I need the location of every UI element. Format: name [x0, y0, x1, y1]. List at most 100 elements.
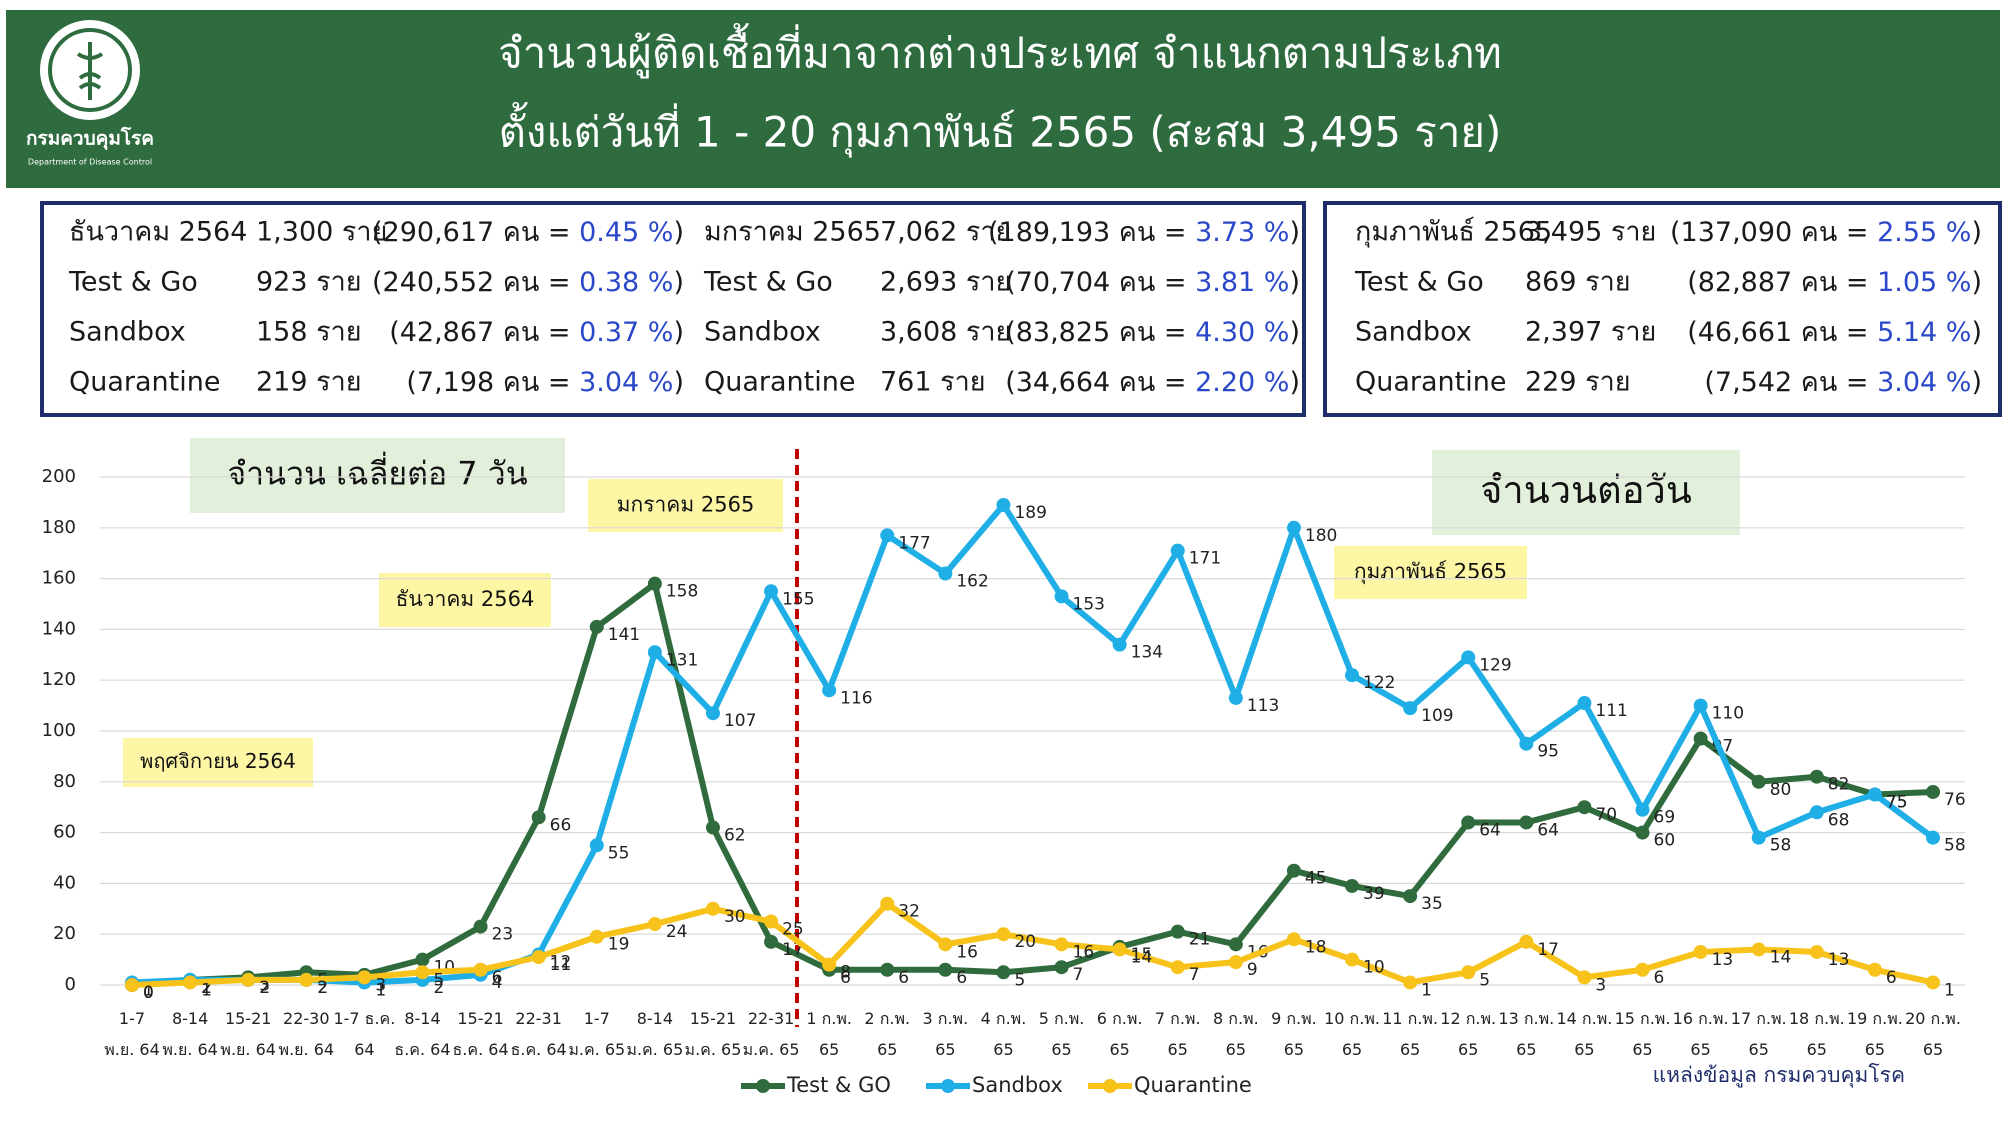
data-label: 5: [433, 970, 444, 990]
summary-cases: 158 ราย: [256, 317, 362, 348]
point: [1345, 952, 1360, 967]
point: [415, 965, 430, 980]
logo-ring: [48, 28, 132, 112]
data-label: 70: [1595, 805, 1617, 825]
point: [1926, 975, 1940, 990]
data-label: 19: [608, 935, 630, 955]
data-label: 25: [782, 920, 804, 940]
y-tick-label: 120: [42, 669, 76, 690]
data-label: 189: [1014, 503, 1046, 523]
point: [880, 528, 895, 543]
point: [1693, 731, 1708, 746]
point: [1286, 932, 1301, 947]
data-label: 16: [1073, 942, 1095, 962]
data-label: 76: [1944, 790, 1966, 810]
y-tick-label: 140: [42, 618, 76, 639]
chart: จำนวน เฉลี่ยต่อ 7 วัน จำนวนต่อวันพฤศจิกาย…: [42, 438, 1966, 1097]
point: [1403, 975, 1418, 990]
data-label: 2: [201, 978, 212, 998]
data-label: 134: [1131, 643, 1163, 663]
data-label: 177: [898, 533, 930, 553]
data-label: 129: [1479, 655, 1511, 675]
data-label: 155: [782, 589, 814, 609]
point: [764, 584, 779, 599]
summary-cases: 761 ราย: [880, 367, 986, 398]
y-tick-label: 60: [53, 822, 76, 843]
summary-label: กุมภาพันธ์ 2565: [1355, 216, 1552, 249]
x-tick-label: 15 ก.พ. 65: [1615, 1009, 1671, 1059]
point: [589, 619, 604, 634]
y-tick-label: 200: [42, 466, 76, 487]
point: [1867, 962, 1882, 977]
x-tick-label: 7 ก.พ. 65: [1155, 1009, 1201, 1059]
point: [1461, 965, 1476, 980]
point: [938, 962, 953, 977]
summary-cases: 3,495 ราย: [1525, 217, 1656, 248]
point: [705, 820, 720, 835]
data-label: 1: [143, 980, 154, 1000]
data-label: 2: [433, 978, 444, 998]
data-label: 21: [1189, 930, 1211, 950]
summary-rate: 3.81 %: [1195, 267, 1289, 298]
summary-end: ): [1289, 217, 1300, 248]
summary-people: (83,825 คน =: [1005, 317, 1195, 348]
summary-rate: 3.73 %: [1195, 217, 1289, 248]
annotation: กุมภาพันธ์ 2565: [1354, 560, 1507, 585]
data-label: 35: [1421, 894, 1443, 914]
point: [589, 929, 604, 944]
data-label: 66: [550, 815, 572, 835]
point: [531, 810, 546, 825]
summary-box: [1323, 201, 2002, 417]
point: [1577, 800, 1592, 815]
summary-people: (42,867 คน =: [389, 317, 579, 348]
point: [647, 576, 662, 591]
data-label: 20: [1014, 932, 1036, 952]
summary-label: Quarantine: [704, 367, 855, 398]
data-label: 6: [1886, 968, 1897, 988]
summary-detail: (46,661 คน = 5.14 %): [1687, 317, 1982, 348]
data-label: 45: [1305, 869, 1327, 889]
x-tick-label: 13 ก.พ. 65: [1498, 1009, 1554, 1059]
summary-cases: 923 ราย: [256, 267, 362, 298]
summary-end: ): [673, 317, 684, 348]
summary-people: (240,552 คน =: [372, 267, 579, 298]
data-label: 80: [1770, 780, 1792, 800]
data-label: 24: [666, 922, 688, 942]
data-label: 0: [143, 983, 154, 1003]
annotation: พฤศจิกายน 2564: [140, 749, 296, 773]
data-label: 153: [1073, 594, 1105, 614]
data-label: 2: [259, 978, 270, 998]
summary-rate: 0.37 %: [579, 317, 673, 348]
summary-rate: 1.05 %: [1877, 267, 1971, 298]
point: [1519, 815, 1534, 830]
summary: ธันวาคม 2564 1,300 ราย(290,617 คน = 0.45 …: [68, 216, 1982, 398]
summary-people: (137,090 คน =: [1670, 217, 1877, 248]
summary-label: Test & Go: [68, 267, 198, 298]
y-tick-label: 160: [42, 568, 76, 589]
summary-label: Test & Go: [703, 267, 833, 298]
summary-detail: (82,887 คน = 1.05 %): [1687, 267, 1982, 298]
data-label: 14: [1131, 947, 1153, 967]
summary-rate: 4.30 %: [1195, 317, 1289, 348]
series-line: [131, 900, 1934, 988]
summary-label: Quarantine: [69, 367, 220, 398]
data-label: 64: [1479, 820, 1501, 840]
summary-cases: 1,300 ราย: [256, 217, 387, 248]
summary-people: (7,198 คน =: [406, 367, 579, 398]
y-tick-label: 100: [42, 720, 76, 741]
point: [1867, 787, 1882, 802]
point: [183, 975, 198, 990]
annotation: ธันวาคม 2564: [396, 587, 535, 611]
data-label: 1: [375, 980, 386, 1000]
x-tick-label: 9 ก.พ. 65: [1271, 1009, 1317, 1059]
point: [1403, 701, 1418, 716]
point: [1461, 815, 1476, 830]
data-label: 122: [1363, 673, 1395, 693]
summary-end: ): [1971, 317, 1982, 348]
point: [1519, 736, 1534, 751]
y-tick-label: 80: [53, 771, 76, 792]
data-label: 12: [550, 953, 572, 973]
summary-rate: 5.14 %: [1877, 317, 1971, 348]
summary-label: มกราคม 2565: [704, 217, 881, 248]
data-label: 8: [840, 963, 851, 983]
